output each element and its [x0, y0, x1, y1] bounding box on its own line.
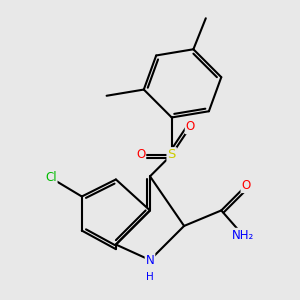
Text: Cl: Cl	[45, 171, 57, 184]
Text: O: O	[242, 179, 251, 192]
Text: H: H	[146, 272, 154, 282]
Text: O: O	[136, 148, 145, 161]
Text: NH₂: NH₂	[232, 229, 254, 242]
Text: S: S	[167, 148, 176, 161]
Text: O: O	[186, 120, 195, 133]
Text: N: N	[146, 254, 154, 266]
